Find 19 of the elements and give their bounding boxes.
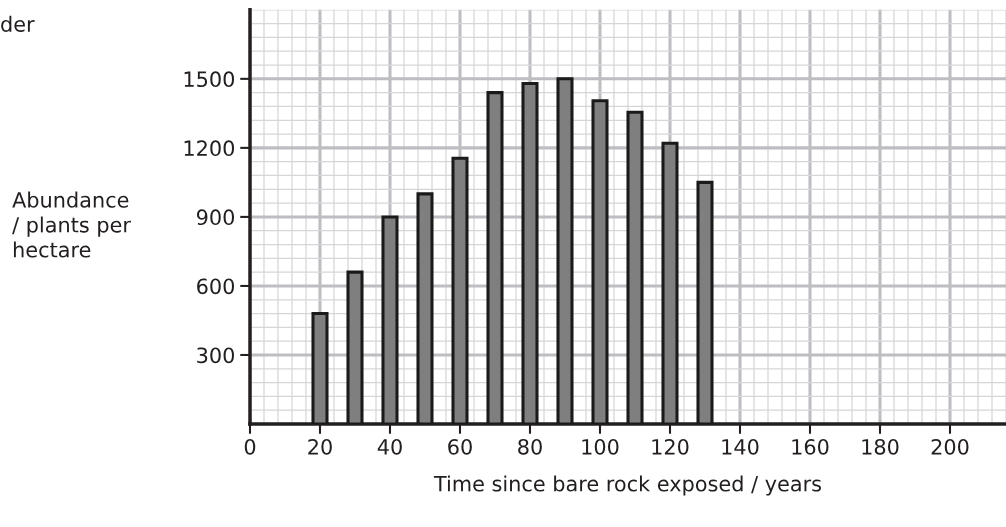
x-tick-label: 60 [448,438,472,455]
x-tick-label: 120 [652,438,689,455]
x-tick-label: 100 [582,438,619,455]
y-tick-label: 600 [197,278,235,295]
x-tick-label: 0 [244,438,256,455]
y-tick-label: 1500 [184,71,235,88]
x-tick-label: 160 [792,438,829,455]
x-tick-label: 20 [308,438,332,455]
y-axis-title: Abundance / plants per hectare [12,191,131,258]
x-axis-title: Time since bare rock exposed / years [433,475,822,496]
y-tick-label: 1200 [184,140,235,157]
y-tick-label: 300 [197,347,235,364]
x-tick-label: 40 [377,438,402,455]
x-tick-label: 80 [518,438,542,455]
x-tick-label: 180 [862,438,899,455]
x-tick-label: 200 [931,438,969,455]
x-tick-label: 140 [722,438,759,455]
y-tick-label: 900 [196,209,235,226]
text: der [1,15,35,32]
